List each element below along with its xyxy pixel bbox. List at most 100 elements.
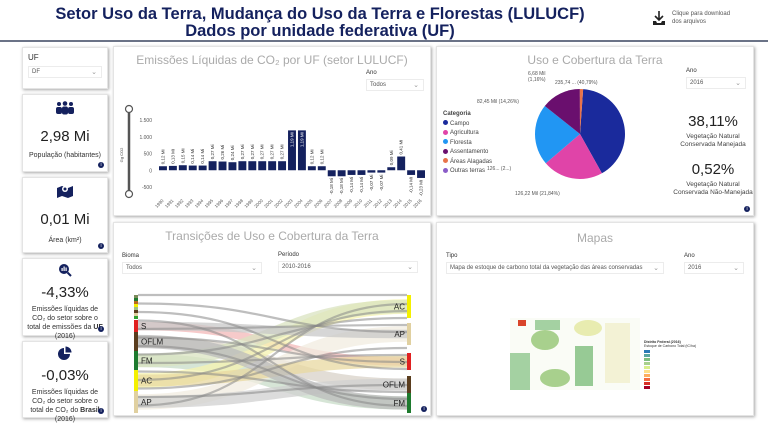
data-label: 0,12 Mi: [309, 149, 314, 164]
bar: [258, 161, 267, 171]
maps-title: Mapas: [576, 231, 614, 245]
legend-item[interactable]: Campo: [443, 120, 492, 130]
bar: [218, 161, 227, 171]
label-year: (2016): [54, 333, 76, 340]
legend-dot: [443, 120, 448, 126]
uf-dropdown[interactable]: DF ⌄: [28, 66, 102, 78]
year-dropdown[interactable]: Todos ⌄: [366, 79, 424, 91]
x-tick-label: 2004: [293, 198, 304, 209]
bar: [238, 161, 247, 171]
range-slider-handle-bottom: [124, 189, 134, 199]
sankey-node-label: AC: [141, 377, 152, 386]
year-label: Ano: [686, 68, 697, 74]
landuse-year-slicer: Ano 2016 ⌄: [686, 68, 746, 89]
periodo-label: Período: [278, 252, 300, 258]
bioma-dropdown[interactable]: Todos ⌄: [122, 262, 262, 274]
search-chart-icon: [59, 264, 72, 277]
kpi-managed: 38,11% Vegetação Natural Conservada Mane…: [673, 113, 753, 149]
year-dropdown[interactable]: 2016 ⌄: [686, 77, 746, 89]
data-label: 0,14 Mi: [200, 149, 205, 164]
sankey-node-label: S: [400, 358, 405, 367]
data-label: 235,74 ... (40,79%): [555, 80, 598, 86]
year-label: Ano: [684, 253, 695, 259]
bar: [407, 170, 416, 175]
x-tick-label: 2010: [353, 198, 364, 209]
info-icon[interactable]: i: [98, 408, 104, 414]
pie-legend: Categoria Campo Agricultura Floresta Assent…: [443, 110, 492, 177]
periodo-dropdown[interactable]: 2010-2016 ⌄: [278, 261, 418, 273]
sankey-node: [407, 323, 411, 345]
info-icon[interactable]: i: [98, 243, 104, 249]
data-label: 0,27 Mi: [210, 144, 215, 159]
legend-label: Áreas Alagadas: [450, 158, 493, 165]
x-tick-label: 2000: [253, 198, 264, 209]
y-tick-label: -500: [142, 185, 152, 191]
x-tick-label: 1998: [233, 198, 244, 209]
emissions-title: Emissões Líquidas de CO₂ por UF (setor L…: [136, 53, 408, 67]
x-tick-label: 2011: [363, 198, 374, 209]
legend-title: Categoria: [443, 111, 471, 117]
y-tick-label: 1.500: [139, 118, 152, 124]
x-tick-label: 1997: [224, 198, 235, 209]
pie-slice: [535, 105, 580, 164]
sankey-node-label: FM: [393, 399, 405, 408]
periodo-slicer: Período 2010-2016 ⌄: [278, 252, 418, 273]
legend-item[interactable]: Floresta: [443, 139, 492, 149]
info-icon[interactable]: i: [744, 206, 750, 212]
sankey-node: [134, 295, 138, 298]
map-legend: Distrito Federal (2016) Estoque de Carbo…: [644, 340, 696, 389]
data-label: 0,27 Mi: [270, 144, 275, 159]
x-tick-label: 1999: [243, 198, 254, 209]
sankey-flow: [137, 344, 408, 401]
population-value: 2,98 Mi: [40, 128, 90, 145]
download-button[interactable]: Clique para download dos arquivos: [652, 10, 732, 26]
info-icon[interactable]: i: [98, 162, 104, 168]
legend-item[interactable]: Outras terras: [443, 167, 492, 177]
legend-item[interactable]: Áreas Alagadas: [443, 158, 492, 168]
info-icon[interactable]: i: [421, 406, 427, 412]
sankey-node: [134, 313, 138, 316]
chevron-down-icon: ⌄: [413, 82, 419, 89]
kpi-managed-label: Vegetação Natural Conservada Manejada: [680, 133, 746, 148]
data-label: 82,45 Mil (14,26%): [477, 99, 519, 105]
x-tick-label: 1990: [154, 198, 165, 209]
year-label: Ano: [366, 70, 377, 76]
sankey-flow: [137, 346, 408, 390]
data-label: 0,41 Mi: [399, 140, 404, 155]
sankey-node-label: AP: [141, 398, 152, 407]
data-label: 0,12 Mi: [319, 149, 324, 164]
chevron-down-icon: ⌄: [251, 265, 257, 272]
y-tick-label: 0: [149, 168, 152, 174]
label-year: (2016): [54, 416, 76, 423]
emissions-year-slicer: Ano Todos ⌄: [366, 70, 424, 91]
kpi-unmanaged-label: Vegetação Natural Conservada Não-Manejad…: [673, 181, 753, 196]
tipo-dropdown[interactable]: Mapa de estoque de carbono total da vege…: [446, 262, 664, 274]
sankey-flow: [137, 323, 408, 331]
map-year-slicer: Ano 2016 ⌄: [684, 253, 744, 274]
data-label: -0,18 Mi: [339, 178, 344, 194]
emissions-panel: Emissões Líquidas de CO₂ por UF (setor L…: [113, 46, 431, 216]
x-tick-label: 2008: [333, 198, 344, 209]
data-label: 1,19 Mi: [290, 132, 295, 147]
bar: [317, 166, 326, 171]
bar: [327, 170, 336, 177]
title-line-2: Dados por unidade federativa (UF): [185, 22, 455, 40]
download-icon: [653, 11, 665, 25]
uf-emissions-share-label: Emissões líquidas de CO₂ do setor sobre …: [23, 305, 107, 341]
transitions-title: Transições de Uso e Cobertura da Terra: [165, 229, 379, 243]
data-label: 0,09 Mi: [389, 150, 394, 165]
info-icon[interactable]: i: [98, 326, 104, 332]
data-label: 1,19 Mi: [299, 132, 304, 147]
sankey-flow: [137, 321, 408, 339]
x-tick-label: 1994: [194, 198, 205, 209]
population-card: 2,98 Mi População (habitantes) i: [22, 94, 108, 172]
legend-item[interactable]: Agricultura: [443, 129, 492, 139]
bioma-label: Bioma: [122, 253, 140, 259]
legend-label: Agricultura: [450, 130, 479, 136]
x-tick-label: 2014: [392, 198, 403, 209]
legend-item[interactable]: Assentamento: [443, 148, 492, 158]
year-dropdown[interactable]: 2016 ⌄: [684, 262, 744, 274]
bioma-slicer: Bioma Todos ⌄: [122, 253, 262, 274]
bar: [198, 165, 207, 171]
landuse-pie-chart: 235,74 ... (40,79%) 126,22 Mil (21,84%) 12…: [477, 71, 625, 197]
